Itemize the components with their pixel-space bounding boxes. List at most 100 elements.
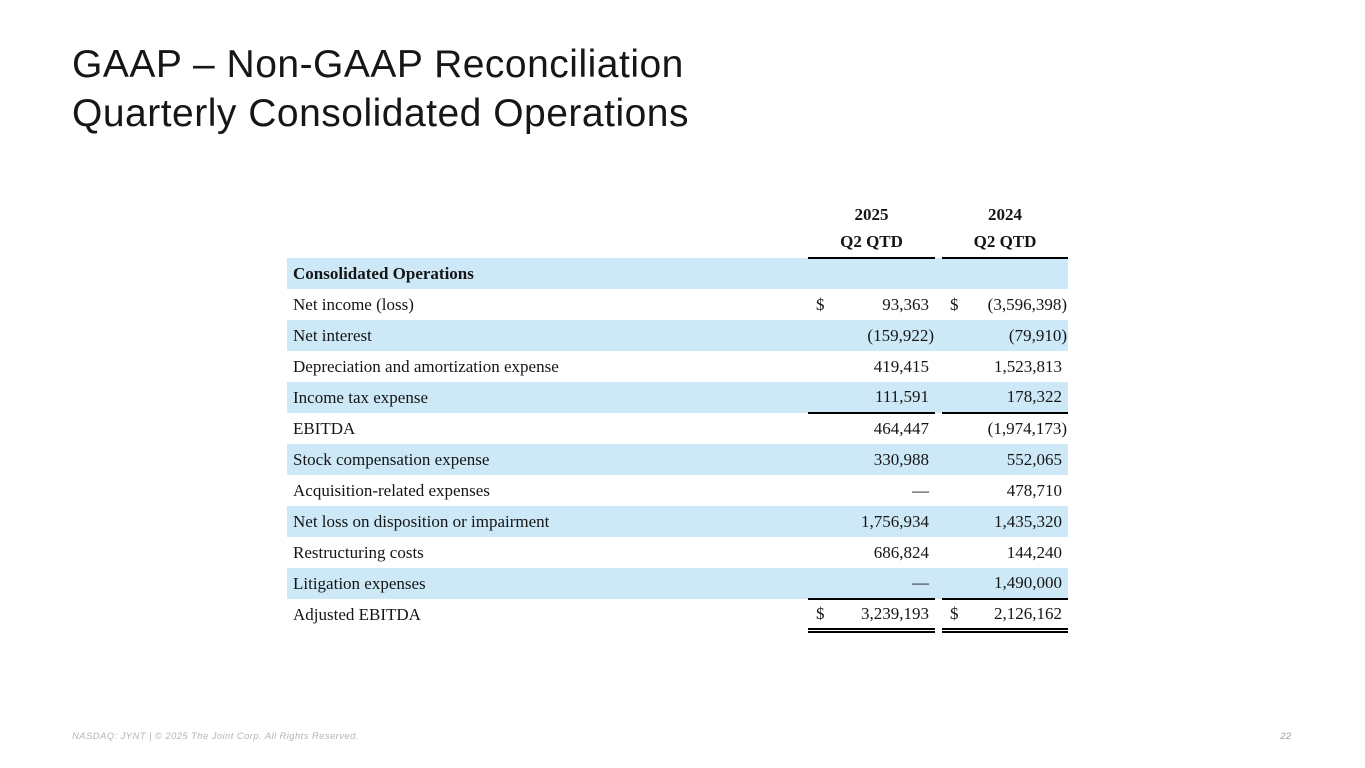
amount-value: 144,240 — [1006, 542, 1062, 562]
header-gap — [935, 200, 942, 258]
cell-value: 552,065 — [942, 444, 1068, 475]
table-row: Depreciation and amortization expense 419… — [287, 351, 1068, 382]
amount-value: 419,415 — [873, 356, 929, 376]
column-period-2025: Q2 QTD — [840, 232, 903, 251]
amount-value: 330,988 — [873, 449, 929, 469]
table-row: Income tax expense 111,591 178,322 — [287, 382, 1068, 414]
amount-value: (3,596,398) — [987, 294, 1067, 314]
amount-value: 1,435,320 — [994, 511, 1062, 531]
amount-value: — — [912, 573, 929, 592]
row-label: Net income (loss) — [293, 294, 414, 314]
header-row: 2025 Q2 QTD 2024 Q2 QTD — [287, 200, 1068, 259]
currency-symbol: $ — [950, 294, 959, 314]
column-gap — [935, 599, 942, 630]
currency-symbol: $ — [950, 603, 959, 623]
cell-value: 111,591 — [808, 382, 935, 414]
table-row: Stock compensation expense 330,988 552,065 — [287, 444, 1068, 475]
table-row: Net loss on disposition or impairment 1,7… — [287, 506, 1068, 537]
currency-symbol: $ — [816, 603, 825, 623]
cell-value: $ (3,596,398) — [942, 289, 1068, 320]
column-header-2024: 2024 Q2 QTD — [942, 200, 1068, 259]
column-gap — [935, 382, 942, 413]
column-year-2024: 2024 — [988, 205, 1022, 224]
column-gap — [935, 289, 942, 320]
row-label: Net interest — [287, 320, 808, 351]
amount-value: 178,322 — [1006, 387, 1062, 406]
footer-ticker-copyright: NASDAQ: JYNT | © 2025 The Joint Corp. Al… — [72, 731, 359, 742]
column-gap — [935, 568, 942, 599]
column-gap — [935, 413, 942, 444]
section-header-label: Consolidated Operations — [287, 258, 808, 289]
column-gap — [935, 506, 942, 537]
section-header-cell-2024 — [942, 258, 1068, 289]
section-header-row: Consolidated Operations — [287, 258, 1068, 289]
row-label: Stock compensation expense — [287, 444, 808, 475]
table-row: Litigation expenses — 1,490,000 — [287, 568, 1068, 600]
section-header-cell-2025 — [808, 258, 935, 289]
column-gap — [935, 444, 942, 475]
table-row: Adjusted EBITDA $3,239,193 $2,126,162 — [287, 599, 1068, 633]
cell-value: 144,240 — [942, 537, 1068, 568]
cell-value: — — [808, 568, 935, 600]
table-row: EBITDA 464,447 (1,974,173) — [287, 413, 1068, 444]
cell-value: 1,490,000 — [942, 568, 1068, 600]
cell-value: 178,322 — [942, 382, 1068, 414]
amount-value: (79,910) — [1008, 325, 1067, 345]
amount-value: 2,126,162 — [994, 603, 1062, 623]
amount-value: — — [912, 480, 929, 500]
amount-value: 478,710 — [1006, 480, 1062, 500]
section-header-gap — [935, 258, 942, 289]
cell-value: $2,126,162 — [942, 599, 1068, 633]
reconciliation-table: 2025 Q2 QTD 2024 Q2 QTD Consolidated Ope… — [287, 200, 1068, 633]
slide-title: GAAP – Non-GAAP Reconciliation Quarterly… — [72, 40, 689, 138]
cell-value: — — [808, 475, 935, 506]
row-label: Restructuring costs — [293, 542, 424, 562]
row-label: EBITDA — [293, 418, 356, 438]
amount-value: 686,824 — [873, 542, 929, 562]
amount-value: 93,363 — [882, 294, 929, 314]
row-label: Acquisition-related expenses — [293, 480, 490, 500]
table-header: 2025 Q2 QTD 2024 Q2 QTD — [287, 200, 1068, 259]
amount-value: 1,523,813 — [994, 356, 1062, 376]
amount-value: 3,239,193 — [861, 603, 929, 623]
amount-value: 552,065 — [1006, 449, 1062, 469]
page-number: 22 — [1280, 731, 1291, 742]
row-label: Income tax expense — [287, 382, 808, 413]
row-label: Litigation expenses — [287, 568, 808, 599]
cell-value: (159,922) — [808, 320, 935, 351]
cell-value: (79,910) — [942, 320, 1068, 351]
column-gap — [935, 475, 942, 506]
row-label: Net loss on disposition or impairment — [287, 506, 808, 537]
cell-value: $3,239,193 — [808, 599, 935, 633]
amount-value: (1,974,173) — [987, 419, 1067, 438]
table-body: Consolidated Operations Net income (loss… — [287, 258, 1068, 633]
column-period-2024: Q2 QTD — [973, 232, 1037, 251]
cell-value: 686,824 — [808, 537, 935, 568]
cell-value: 330,988 — [808, 444, 935, 475]
cell-value: (1,974,173) — [942, 413, 1068, 444]
column-gap — [935, 351, 942, 382]
cell-value: 1,756,934 — [808, 506, 935, 537]
amount-value: 1,756,934 — [861, 511, 929, 531]
table-row: Restructuring costs 686,824 144,240 — [287, 537, 1068, 568]
cell-value: 464,447 — [808, 413, 935, 444]
row-label: Depreciation and amortization expense — [293, 356, 559, 376]
slide-title-line1: GAAP – Non-GAAP Reconciliation — [72, 43, 684, 86]
amount-value: 111,591 — [875, 387, 929, 406]
row-label: Adjusted EBITDA — [293, 604, 421, 624]
header-label-spacer — [287, 200, 808, 258]
column-year-2025: 2025 — [854, 205, 889, 224]
currency-symbol: $ — [816, 294, 825, 314]
cell-value: $93,363 — [808, 289, 935, 320]
table-row: Net income (loss) $93,363 $ (3,596,398) — [287, 289, 1068, 320]
column-header-2025: 2025 Q2 QTD — [808, 200, 935, 259]
slide-title-line2: Quarterly Consolidated Operations — [72, 92, 689, 135]
table-row: Net interest (159,922) (79,910) — [287, 320, 1068, 351]
cell-value: 419,415 — [808, 351, 935, 382]
cell-value: 478,710 — [942, 475, 1068, 506]
amount-value: 464,447 — [873, 419, 929, 438]
cell-value: 1,523,813 — [942, 351, 1068, 382]
column-gap — [935, 537, 942, 568]
amount-value: (159,922) — [867, 325, 934, 345]
